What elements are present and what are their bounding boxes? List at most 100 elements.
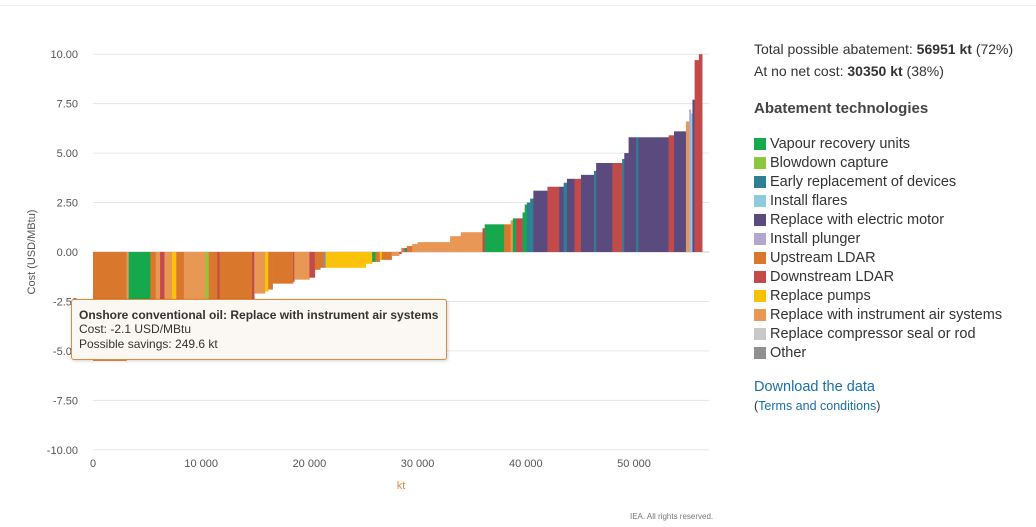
cost-bar[interactable] xyxy=(372,252,376,262)
cost-bar[interactable] xyxy=(252,252,255,300)
cost-bar[interactable] xyxy=(690,113,693,252)
legend-label: Downstream LDAR xyxy=(770,268,895,285)
top-divider xyxy=(0,5,1036,6)
download-data-link[interactable]: Download the data xyxy=(754,379,875,395)
y-tick-label: 10.00 xyxy=(50,49,78,61)
legend-item[interactable]: Vapour recovery units xyxy=(754,134,1034,153)
legend-label: Replace with electric motor xyxy=(770,211,945,228)
cost-bar[interactable] xyxy=(176,252,185,308)
cost-bar[interactable] xyxy=(217,252,220,302)
cost-bar[interactable] xyxy=(375,252,381,262)
cost-bar[interactable] xyxy=(171,252,177,310)
cost-bar[interactable] xyxy=(638,137,669,252)
cost-bar[interactable] xyxy=(574,178,582,252)
cost-bar[interactable] xyxy=(323,252,326,268)
cost-bar[interactable] xyxy=(183,252,206,306)
legend-item[interactable]: Blowdown capture xyxy=(754,153,1034,172)
legend-swatch xyxy=(754,137,766,150)
cost-bar[interactable] xyxy=(698,54,703,253)
cost-bar[interactable] xyxy=(294,252,310,280)
cost-bar[interactable] xyxy=(268,252,273,290)
cost-bar[interactable] xyxy=(694,60,700,252)
cost-bar[interactable] xyxy=(624,153,629,252)
legend-item[interactable]: Replace with electric motor xyxy=(754,210,1034,229)
cost-bar[interactable] xyxy=(692,99,695,252)
cost-bar[interactable] xyxy=(314,252,321,270)
cost-bar[interactable] xyxy=(155,252,161,312)
cost-bar[interactable] xyxy=(522,212,526,252)
cost-bar[interactable] xyxy=(689,109,692,252)
cost-bar[interactable] xyxy=(208,252,218,304)
legend-label: Blowdown capture xyxy=(770,154,889,171)
cost-bar[interactable] xyxy=(530,198,534,252)
cost-bar[interactable] xyxy=(265,252,269,292)
cost-bar[interactable] xyxy=(580,174,595,252)
nocost-pct: (38%) xyxy=(902,63,944,79)
cost-bar[interactable] xyxy=(504,224,511,252)
cost-bar[interactable] xyxy=(674,131,687,252)
summary-panel: Total possible abatement: 56951 kt (72%)… xyxy=(754,38,1034,413)
cost-bar[interactable] xyxy=(412,244,418,252)
cost-bar[interactable] xyxy=(272,252,294,284)
cost-bar[interactable] xyxy=(160,252,165,312)
cost-bar[interactable] xyxy=(628,137,637,252)
legend-swatch xyxy=(754,232,766,245)
cost-bar[interactable] xyxy=(526,202,531,252)
cost-bar[interactable] xyxy=(533,190,548,252)
cost-bar[interactable] xyxy=(399,252,402,254)
cost-bar[interactable] xyxy=(406,246,413,252)
legend-item[interactable]: Other xyxy=(754,343,1034,362)
cost-bar[interactable] xyxy=(636,137,639,252)
legend-item[interactable]: Replace with instrument air systems xyxy=(754,305,1034,324)
total-label: Total possible abatement: xyxy=(754,41,917,57)
cost-bar[interactable] xyxy=(379,252,383,260)
cost-bar[interactable] xyxy=(596,162,613,252)
cost-bar[interactable] xyxy=(482,228,485,252)
cost-bar[interactable] xyxy=(450,236,462,252)
cost-bar[interactable] xyxy=(381,252,392,260)
legend-item[interactable]: Install plunger xyxy=(754,229,1034,248)
y-axis-label: Cost (USD/MBtu) xyxy=(26,210,38,295)
y-tick-labels: 10.007.505.002.500.00-2.50-5.00-7.50-10.… xyxy=(47,49,78,457)
cost-bar[interactable] xyxy=(320,252,324,268)
y-tick-label: 0.00 xyxy=(57,247,78,259)
cost-bar[interactable] xyxy=(566,178,575,252)
cost-bar[interactable] xyxy=(668,135,675,252)
cost-bar[interactable] xyxy=(325,252,366,268)
cost-bar[interactable] xyxy=(254,252,266,294)
legend-item[interactable]: Early replacement of devices xyxy=(754,172,1034,191)
cost-bar[interactable] xyxy=(559,186,564,252)
legend-item[interactable]: Install flares xyxy=(754,191,1034,210)
cost-bar[interactable] xyxy=(512,218,517,252)
cost-bar[interactable] xyxy=(404,248,408,252)
cost-bar[interactable] xyxy=(510,220,514,252)
legend-item[interactable]: Downstream LDAR xyxy=(754,267,1034,286)
cost-bar[interactable] xyxy=(164,252,173,312)
cost-bar[interactable] xyxy=(150,252,157,314)
cost-bar[interactable] xyxy=(417,242,451,252)
cost-bar[interactable] xyxy=(293,252,295,282)
cost-bar[interactable] xyxy=(309,252,316,278)
cost-bar[interactable] xyxy=(401,248,405,252)
cost-bar[interactable] xyxy=(484,224,505,252)
legend-item[interactable]: Replace compressor seal or rod xyxy=(754,324,1034,343)
terms-link[interactable]: Terms and conditions xyxy=(758,399,877,413)
cost-bar[interactable] xyxy=(547,186,560,252)
cost-bar[interactable] xyxy=(524,204,528,252)
cost-bar[interactable] xyxy=(622,159,625,252)
cost-bar[interactable] xyxy=(593,170,597,252)
cost-bar[interactable] xyxy=(391,252,400,256)
legend-item[interactable]: Upstream LDAR xyxy=(754,248,1034,267)
cost-bar[interactable] xyxy=(685,121,690,252)
cost-bar[interactable] xyxy=(460,232,483,252)
cost-bar[interactable] xyxy=(126,252,129,343)
abatement-cost-chart: 10.007.505.002.500.00-2.50-5.00-7.50-10.… xyxy=(26,49,709,492)
cost-bar[interactable] xyxy=(219,252,253,302)
cost-bar[interactable] xyxy=(516,218,523,252)
cost-bar[interactable] xyxy=(612,162,623,252)
legend-item[interactable]: Replace pumps xyxy=(754,286,1034,305)
cost-bar[interactable] xyxy=(563,182,568,252)
x-tick-label: 20 000 xyxy=(293,458,327,470)
cost-bar[interactable] xyxy=(365,252,373,264)
cost-bar[interactable] xyxy=(205,252,210,304)
